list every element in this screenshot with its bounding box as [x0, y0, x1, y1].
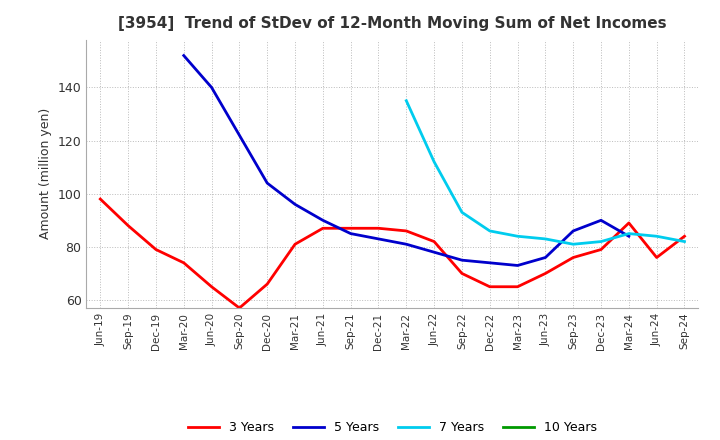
- 7 Years: [485, 228, 494, 234]
- 3 Years: [485, 284, 494, 290]
- 3 Years: [318, 226, 327, 231]
- 5 Years: [541, 255, 550, 260]
- 5 Years: [179, 53, 188, 58]
- 7 Years: [402, 98, 410, 103]
- 3 Years: [179, 260, 188, 265]
- 3 Years: [152, 247, 161, 252]
- 3 Years: [346, 226, 355, 231]
- 7 Years: [541, 236, 550, 242]
- 3 Years: [680, 234, 689, 239]
- 3 Years: [124, 223, 132, 228]
- 5 Years: [402, 242, 410, 247]
- 3 Years: [624, 220, 633, 226]
- 3 Years: [597, 247, 606, 252]
- 3 Years: [207, 284, 216, 290]
- 7 Years: [430, 159, 438, 165]
- 5 Years: [263, 180, 271, 186]
- 3 Years: [263, 282, 271, 287]
- 7 Years: [680, 239, 689, 244]
- 3 Years: [235, 305, 243, 311]
- Y-axis label: Amount (million yen): Amount (million yen): [39, 108, 52, 239]
- 7 Years: [569, 242, 577, 247]
- 3 Years: [569, 255, 577, 260]
- 3 Years: [458, 271, 467, 276]
- 7 Years: [513, 234, 522, 239]
- 5 Years: [346, 231, 355, 236]
- 3 Years: [430, 239, 438, 244]
- 5 Years: [374, 236, 383, 242]
- 5 Years: [318, 218, 327, 223]
- Line: 7 Years: 7 Years: [406, 101, 685, 244]
- 3 Years: [291, 242, 300, 247]
- 3 Years: [652, 255, 661, 260]
- 3 Years: [374, 226, 383, 231]
- 7 Years: [652, 234, 661, 239]
- 5 Years: [597, 218, 606, 223]
- Title: [3954]  Trend of StDev of 12-Month Moving Sum of Net Incomes: [3954] Trend of StDev of 12-Month Moving…: [118, 16, 667, 32]
- 5 Years: [513, 263, 522, 268]
- 5 Years: [458, 257, 467, 263]
- 7 Years: [597, 239, 606, 244]
- 5 Years: [207, 85, 216, 90]
- 3 Years: [513, 284, 522, 290]
- 3 Years: [402, 228, 410, 234]
- Line: 3 Years: 3 Years: [100, 199, 685, 308]
- 5 Years: [485, 260, 494, 265]
- Line: 5 Years: 5 Years: [184, 55, 629, 265]
- 7 Years: [458, 210, 467, 215]
- 5 Years: [430, 249, 438, 255]
- 7 Years: [624, 231, 633, 236]
- 5 Years: [569, 228, 577, 234]
- 5 Years: [291, 202, 300, 207]
- 5 Years: [235, 132, 243, 138]
- 5 Years: [624, 234, 633, 239]
- 3 Years: [541, 271, 550, 276]
- 3 Years: [96, 196, 104, 202]
- Legend: 3 Years, 5 Years, 7 Years, 10 Years: 3 Years, 5 Years, 7 Years, 10 Years: [183, 416, 602, 439]
